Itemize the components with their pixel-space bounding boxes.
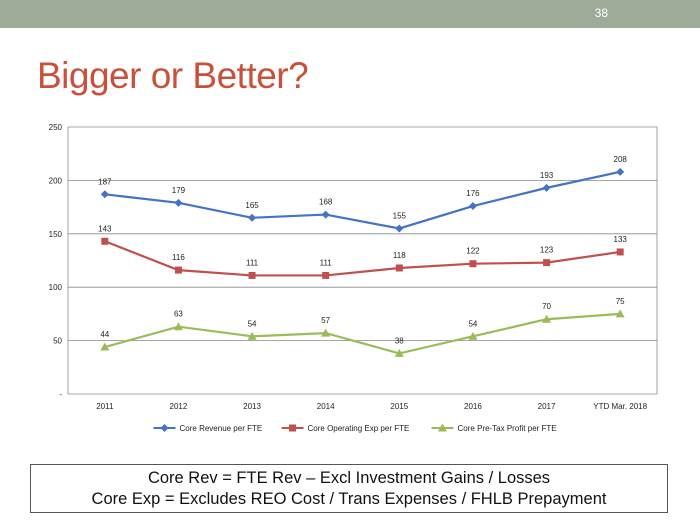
line-chart: - 50 100 150 200 250 2011 2012 2013 2014 2015 2016 2… <box>30 118 670 448</box>
data-label: 123 <box>540 246 554 255</box>
top-bar: 38 <box>0 0 700 28</box>
data-point <box>469 260 477 268</box>
y-tick-label: - <box>59 390 62 399</box>
data-label: 133 <box>614 235 628 244</box>
legend-marker-3 <box>438 423 447 432</box>
data-label: 176 <box>466 189 480 198</box>
footnote-line-2: Core Exp = Excludes REO Cost / Trans Exp… <box>91 490 607 508</box>
data-point <box>101 237 109 245</box>
x-tick-label: 2013 <box>243 402 261 411</box>
data-label: 57 <box>321 316 330 325</box>
legend-marker-2 <box>289 424 296 432</box>
footnote-box: Core Rev = FTE Rev – Excl Investment Gai… <box>30 464 668 513</box>
data-label: 155 <box>393 211 407 220</box>
y-tick-label: 50 <box>53 337 62 346</box>
data-label: 168 <box>319 198 333 207</box>
data-point <box>394 348 404 357</box>
data-label: 111 <box>320 258 333 267</box>
data-label: 54 <box>468 319 477 328</box>
slide-number: 38 <box>594 6 608 20</box>
data-label: 208 <box>614 155 628 164</box>
data-label: 143 <box>98 224 112 233</box>
data-point <box>247 331 257 340</box>
series-line-2 <box>104 240 621 277</box>
data-point <box>468 202 477 211</box>
footnote-line-1: Core Rev = FTE Rev – Excl Investment Gai… <box>147 469 551 487</box>
data-point <box>616 248 624 256</box>
legend-label-3: Core Pre-Tax Profit per FTE <box>458 424 557 433</box>
data-label: 70 <box>542 302 551 311</box>
data-point <box>615 309 625 318</box>
x-tick-label: 2015 <box>390 402 408 411</box>
data-label: 179 <box>172 186 186 195</box>
x-tick-label: 2017 <box>538 402 556 411</box>
data-point <box>174 266 182 274</box>
data-label: 122 <box>466 247 480 256</box>
legend-label-1: Core Revenue per FTE <box>180 424 263 433</box>
slide-title: Bigger or Better? <box>37 55 309 96</box>
x-tick-label: 2011 <box>96 402 114 411</box>
data-point <box>468 331 478 340</box>
data-point <box>174 198 183 207</box>
data-point <box>173 322 183 331</box>
data-point <box>100 190 109 199</box>
data-label: 44 <box>100 330 109 339</box>
legend-marker-1 <box>160 424 169 432</box>
data-point <box>542 183 551 192</box>
data-label: 54 <box>248 319 257 328</box>
data-point <box>543 259 551 267</box>
data-point <box>542 314 552 323</box>
data-point <box>321 210 330 219</box>
x-tick-label: 2016 <box>464 402 482 411</box>
data-point <box>100 342 110 351</box>
y-tick-label: 200 <box>49 176 63 185</box>
data-label: 111 <box>246 258 259 267</box>
data-label: 165 <box>245 201 259 210</box>
x-tick-label: 2012 <box>170 402 188 411</box>
data-point <box>248 271 256 279</box>
data-point <box>395 264 403 272</box>
y-tick-label: 250 <box>49 123 63 132</box>
data-label: 187 <box>98 177 112 186</box>
x-tick-label: YTD Mar. 2018 <box>593 402 647 411</box>
data-point <box>321 328 331 337</box>
data-label: 38 <box>395 336 404 345</box>
data-point <box>322 271 330 279</box>
data-label: 63 <box>174 310 183 319</box>
data-label: 118 <box>393 251 406 260</box>
data-label: 193 <box>540 171 554 180</box>
data-label: 75 <box>616 297 625 306</box>
chart-svg: - 50 100 150 200 250 2011 2012 2013 2014 2015 2016 2… <box>49 123 658 433</box>
data-label: 116 <box>172 253 185 262</box>
series-line-1 <box>104 170 621 230</box>
data-point <box>616 167 625 176</box>
y-tick-label: 100 <box>49 283 63 292</box>
legend-label-2: Core Operating Exp per FTE <box>308 424 410 433</box>
series-line-3 <box>104 312 621 355</box>
y-tick-label: 150 <box>49 230 63 239</box>
data-point <box>248 213 257 222</box>
x-tick-label: 2014 <box>317 402 335 411</box>
data-point <box>395 224 404 233</box>
